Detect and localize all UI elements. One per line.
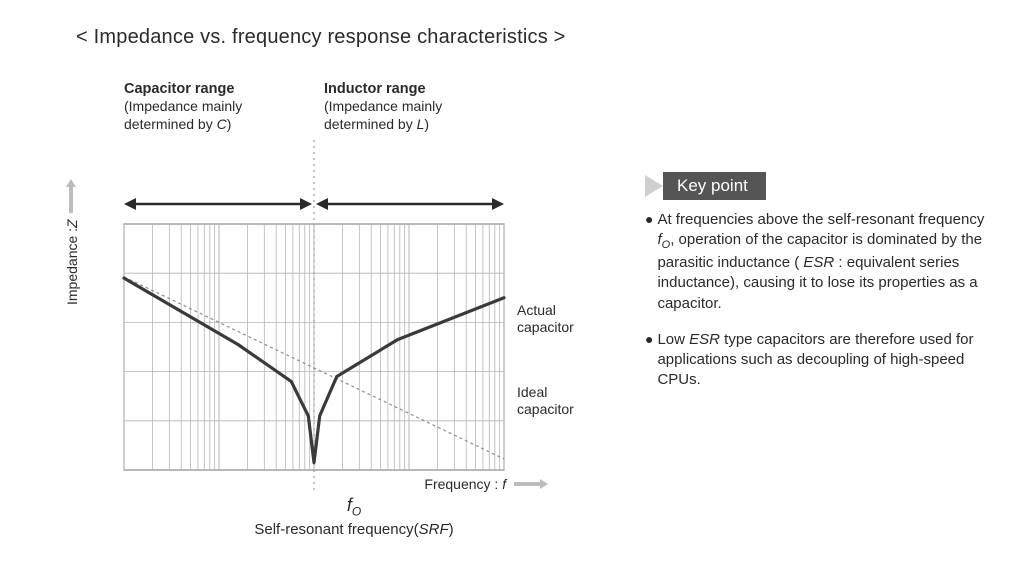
ideal-capacitor-label: Ideal capacitor xyxy=(517,384,574,418)
page-title: < Impedance vs. frequency response chara… xyxy=(76,26,566,49)
keypoint-header: Key point xyxy=(645,172,995,200)
srf-var: SRF xyxy=(419,521,449,538)
inductor-range-title: Inductor range xyxy=(324,81,426,97)
keypoint-panel: Key point ●At frequencies above the self… xyxy=(645,172,995,407)
inductor-range-label: Inductor range (Impedance mainly determi… xyxy=(324,80,504,133)
ideal-l2: capacitor xyxy=(517,401,574,417)
keypoint-bullet: ●Low ESR type capacitors are therefore u… xyxy=(645,330,995,391)
actual-capacitor-label: Actual capacitor xyxy=(517,302,574,336)
x-axis-label-text: Frequency : xyxy=(424,476,502,492)
keypoint-bullet: ●At frequencies above the self-resonant … xyxy=(645,210,995,314)
impedance-chart: Capacitor range (Impedance mainly determ… xyxy=(72,80,632,540)
f0-sub: O xyxy=(352,505,361,519)
capacitor-range-line2-pre: determined by xyxy=(124,116,217,132)
actual-l1: Actual xyxy=(517,302,556,318)
bullet-text: At frequencies above the self-resonant f… xyxy=(657,210,995,314)
srf-post: ) xyxy=(449,521,454,538)
inductor-range-line1: (Impedance mainly xyxy=(324,98,442,114)
capacitor-range-line1: (Impedance mainly xyxy=(124,98,242,114)
chevron-right-icon xyxy=(645,175,663,197)
capacitor-range-label: Capacitor range (Impedance mainly determ… xyxy=(124,80,304,133)
inductor-range-line2-pre: determined by xyxy=(324,116,417,132)
ideal-l1: Ideal xyxy=(517,384,547,400)
bullet-text: Low ESR type capacitors are therefore us… xyxy=(657,330,995,391)
actual-l2: capacitor xyxy=(517,319,574,335)
keypoint-title: Key point xyxy=(663,172,766,200)
arrow-right-icon xyxy=(514,477,548,493)
inductor-range-line2-post: ) xyxy=(424,116,429,132)
capacitor-range-line2-post: ) xyxy=(227,116,232,132)
capacitor-range-var: C xyxy=(217,116,227,132)
bullet-icon: ● xyxy=(645,330,653,350)
bullet-icon: ● xyxy=(645,210,653,230)
srf-pre: Self-resonant frequency( xyxy=(254,521,418,538)
capacitor-range-title: Capacitor range xyxy=(124,81,234,97)
x-axis-label-var: f xyxy=(502,476,506,492)
x-axis-labels: Frequency : f fO Self-resonant frequency… xyxy=(124,476,584,538)
